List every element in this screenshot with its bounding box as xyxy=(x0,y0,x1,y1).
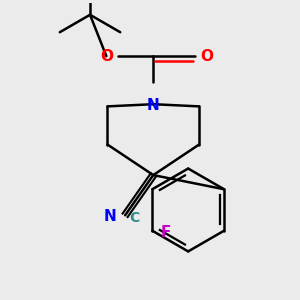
Text: O: O xyxy=(100,49,113,64)
Text: O: O xyxy=(200,49,213,64)
Text: C: C xyxy=(130,211,140,225)
Text: N: N xyxy=(147,98,160,113)
Text: F: F xyxy=(161,225,171,240)
Text: N: N xyxy=(103,209,116,224)
